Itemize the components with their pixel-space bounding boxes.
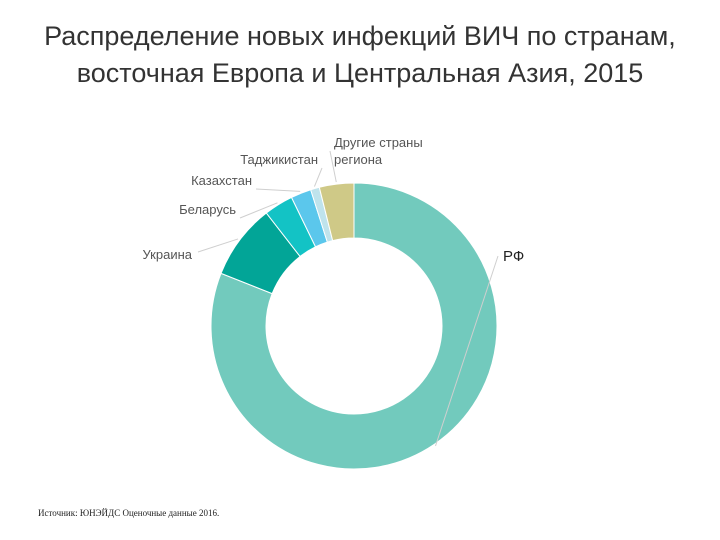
leader-line-таджикистан	[313, 167, 323, 187]
leader-line-украина	[197, 238, 239, 253]
chart-title: Распределение новых инфекций ВИЧ по стра…	[0, 18, 720, 92]
slice-label-украина: Украина	[143, 247, 193, 262]
chart-title-line-1: Распределение новых инфекций ВИЧ по стра…	[44, 21, 676, 51]
slice-label-рф: РФ	[503, 248, 524, 265]
slice-рф	[210, 182, 498, 470]
slice-label-другие-страны-региона: Другие страны региона	[334, 135, 423, 167]
leader-line-казахстан	[255, 188, 301, 192]
donut-slices	[210, 182, 498, 470]
slice-label-таджикистан: Таджикистан	[240, 152, 318, 167]
slice-label-беларусь: Беларусь	[179, 202, 236, 217]
leader-line-беларусь	[239, 202, 278, 219]
slice-label-казахстан: Казахстан	[191, 173, 252, 188]
leader-line-рф	[435, 255, 499, 447]
source-note: Источник: ЮНЭЙДС Оценочные данные 2016.	[38, 508, 220, 518]
slice-другие-страны-региона	[318, 182, 355, 242]
slice-labels: РФ Украина Беларусь Казахстан Таджикистан Дру…	[143, 135, 525, 265]
leader-line-другие-страны-региона	[329, 150, 337, 183]
label-leader-lines	[197, 150, 499, 447]
chart-title-line-2: восточная Европа и Центральная Азия, 201…	[76, 58, 644, 88]
